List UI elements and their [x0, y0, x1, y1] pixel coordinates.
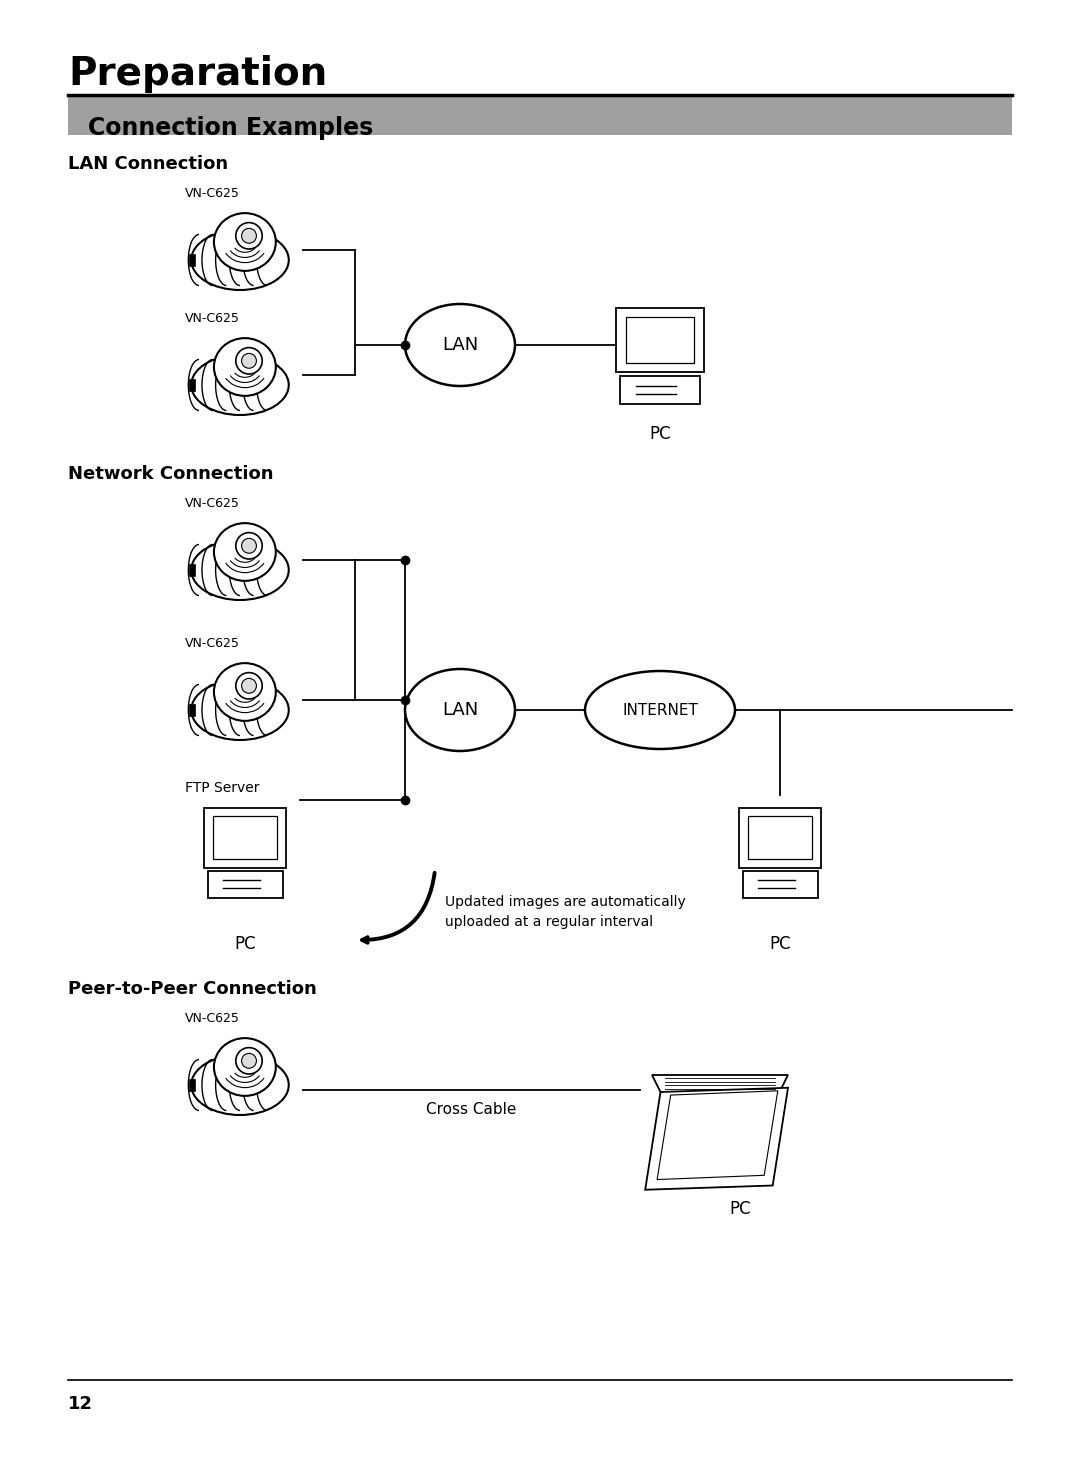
- Text: VN-C625: VN-C625: [185, 188, 240, 201]
- Text: FTP Server: FTP Server: [185, 781, 259, 795]
- Circle shape: [242, 353, 256, 368]
- Bar: [748, 816, 812, 860]
- Ellipse shape: [585, 671, 735, 749]
- Bar: [207, 872, 283, 898]
- Text: Cross Cable: Cross Cable: [427, 1102, 516, 1116]
- Text: Preparation: Preparation: [68, 56, 327, 92]
- Text: PC: PC: [649, 425, 671, 442]
- Bar: [743, 872, 818, 898]
- Bar: [204, 807, 286, 867]
- Text: VN-C625: VN-C625: [185, 312, 240, 325]
- Bar: [213, 816, 276, 860]
- Text: PC: PC: [769, 935, 791, 954]
- Circle shape: [235, 672, 262, 699]
- Text: Peer-to-Peer Connection: Peer-to-Peer Connection: [68, 980, 316, 998]
- Text: Updated images are automatically
uploaded at a regular interval: Updated images are automatically uploade…: [445, 895, 686, 929]
- Ellipse shape: [405, 305, 515, 385]
- Ellipse shape: [191, 541, 288, 601]
- Circle shape: [242, 678, 256, 693]
- Circle shape: [235, 533, 262, 560]
- Bar: [68, 97, 1012, 135]
- Ellipse shape: [214, 664, 275, 721]
- Text: VN-C625: VN-C625: [185, 1012, 240, 1026]
- Text: INTERNET: INTERNET: [622, 703, 698, 718]
- Polygon shape: [657, 1091, 778, 1179]
- Text: LAN Connection: LAN Connection: [68, 155, 228, 173]
- Bar: [739, 807, 821, 867]
- Text: VN-C625: VN-C625: [185, 637, 240, 650]
- Bar: [626, 316, 694, 363]
- Circle shape: [242, 229, 256, 243]
- Circle shape: [242, 1053, 256, 1068]
- Polygon shape: [652, 1075, 788, 1091]
- Ellipse shape: [214, 212, 275, 271]
- Text: PC: PC: [729, 1200, 751, 1217]
- Ellipse shape: [191, 1055, 288, 1115]
- Bar: [620, 377, 700, 404]
- Ellipse shape: [405, 670, 515, 752]
- Ellipse shape: [191, 355, 288, 415]
- Text: LAN: LAN: [442, 700, 478, 719]
- Circle shape: [235, 1047, 262, 1074]
- Ellipse shape: [214, 523, 275, 582]
- Text: LAN: LAN: [442, 335, 478, 355]
- Bar: [616, 308, 704, 372]
- Bar: [189, 564, 195, 576]
- Bar: [189, 705, 195, 716]
- Ellipse shape: [214, 1039, 275, 1096]
- Text: VN-C625: VN-C625: [185, 497, 240, 510]
- Ellipse shape: [191, 680, 288, 740]
- Polygon shape: [645, 1087, 788, 1190]
- Text: 12: 12: [68, 1395, 93, 1414]
- Text: Network Connection: Network Connection: [68, 464, 273, 483]
- Text: PC: PC: [234, 935, 256, 954]
- Circle shape: [235, 347, 262, 374]
- Bar: [189, 1080, 195, 1091]
- Circle shape: [235, 223, 262, 249]
- Text: Connection Examples: Connection Examples: [87, 116, 374, 141]
- Circle shape: [242, 539, 256, 554]
- Bar: [189, 253, 195, 267]
- Ellipse shape: [214, 338, 275, 396]
- Bar: [189, 379, 195, 391]
- Ellipse shape: [191, 230, 288, 290]
